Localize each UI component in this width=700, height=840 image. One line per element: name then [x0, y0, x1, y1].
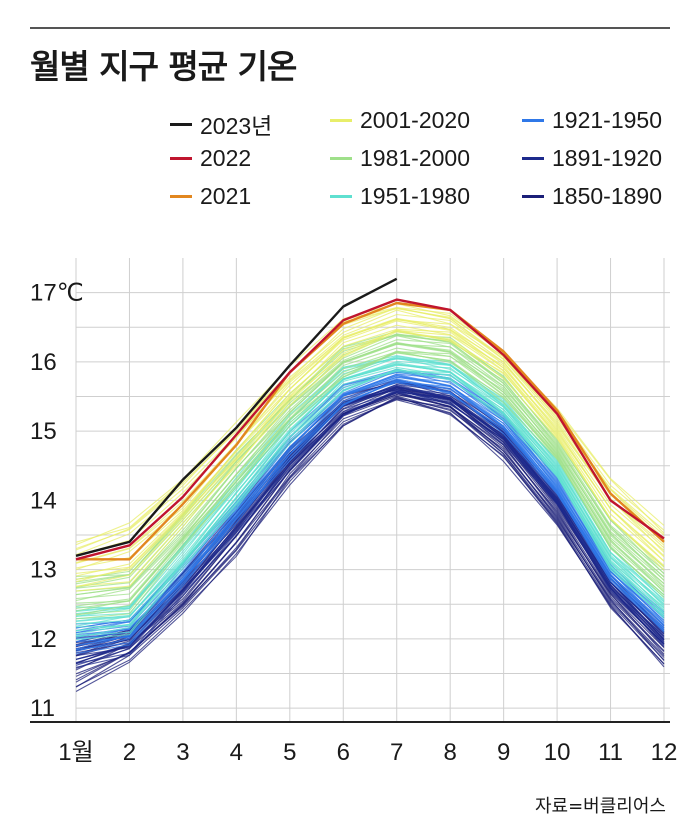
x-tick-label: 1월 [58, 739, 93, 766]
x-tick-label: 9 [497, 739, 510, 766]
legend-swatch [330, 195, 352, 198]
series-line-2023년 [75, 277, 398, 557]
legend-item: 2023년 [170, 107, 272, 141]
legend-item: 2001-2020 [330, 107, 470, 134]
series-line-5 [75, 360, 665, 620]
legend-swatch [170, 157, 192, 160]
legend-label: 2021 [200, 183, 252, 209]
legend-label: 1921-1950 [552, 107, 662, 133]
legend-swatch [170, 122, 192, 126]
series-line-3 [75, 328, 665, 583]
series-line-3 [75, 329, 665, 587]
x-tick-label: 10 [544, 739, 571, 766]
y-tick-label: 12 [30, 626, 57, 653]
series-line-3 [75, 303, 665, 546]
x-tick-label: 12 [651, 739, 678, 766]
series-line-8 [75, 399, 665, 681]
legend-label: 1951-1980 [360, 183, 470, 209]
legend-item: 1850-1890 [522, 183, 662, 210]
series-line-5 [75, 364, 665, 622]
series-line-2021 [76, 301, 665, 561]
legend-item: 1891-1920 [522, 145, 662, 172]
legend-label: 1981-2000 [360, 145, 470, 171]
legend-item: 2022 [170, 145, 251, 172]
x-tick-label: 2 [123, 739, 136, 766]
series-line-3 [75, 320, 665, 577]
legend-item: 1981-2000 [330, 145, 470, 172]
series-line-6 [75, 376, 665, 638]
series-line-3 [75, 324, 665, 574]
legend-item: 1951-1980 [330, 183, 470, 210]
chart-title: 월별 지구 평균 기온 [30, 47, 297, 86]
legend-item: 1921-1950 [522, 107, 662, 134]
legend-label: 1891-1920 [552, 145, 662, 171]
series-line-3 [75, 317, 665, 564]
x-tick-label: 3 [176, 739, 189, 766]
legend-swatch [330, 157, 352, 160]
legend-label: 2023년 [200, 113, 273, 139]
x-tick-label: 11 [598, 739, 623, 766]
legend-swatch [522, 157, 544, 160]
legend-swatch [170, 195, 192, 198]
x-tick-label: 6 [337, 739, 350, 766]
series-line-3 [75, 330, 665, 581]
y-tick-label: 16 [30, 349, 57, 376]
legend-label: 1850-1890 [552, 183, 662, 209]
series-line-3 [75, 331, 665, 592]
x-tick-label: 4 [230, 739, 243, 766]
y-tick-label: 13 [30, 557, 57, 584]
legend-item: 2021 [170, 183, 251, 210]
y-tick-label: 15 [30, 418, 57, 445]
series-line-4 [75, 351, 665, 616]
series-line-2022 [75, 298, 665, 561]
top-rule [30, 27, 670, 29]
legend-label: 2022 [200, 145, 252, 171]
x-tick-label: 5 [283, 739, 296, 766]
series-line-6 [75, 373, 665, 636]
y-tick-label: 11 [30, 695, 55, 722]
series-line-4 [75, 352, 665, 609]
legend-label: 2001-2020 [360, 107, 470, 133]
legend-swatch [522, 195, 544, 198]
legend-swatch [330, 119, 352, 122]
source-note: 자료=버클리어스 [534, 796, 666, 817]
legend-swatch [522, 119, 544, 122]
y-tick-label: 17℃ [30, 280, 84, 307]
series-line-3 [75, 329, 665, 588]
series-line-4 [75, 342, 665, 596]
x-tick-label: 8 [444, 739, 457, 766]
x-tick-label: 7 [390, 739, 403, 766]
y-tick-label: 14 [30, 487, 57, 514]
